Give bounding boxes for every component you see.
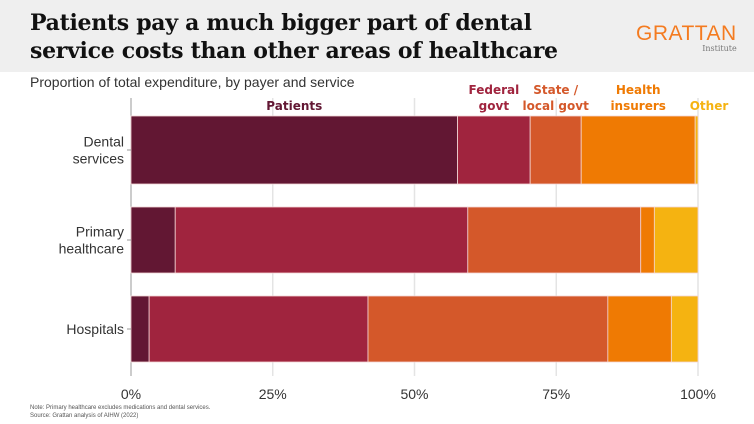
logo-subtext: Institute (702, 44, 737, 53)
legend-label: insurers (610, 99, 665, 113)
bar-segment (607, 295, 672, 363)
bar-segment (670, 295, 699, 363)
logo-text: GRATTAN (636, 22, 737, 45)
legend-label: Federal (469, 83, 520, 97)
x-tick-label: 25% (259, 386, 287, 402)
legend-label: Patients (266, 99, 322, 113)
bar-segment (694, 115, 699, 185)
category-label: Dental (84, 134, 124, 150)
bar-segment (529, 115, 582, 185)
chart-title: Patients pay a much bigger part of denta… (30, 10, 558, 64)
bar-segment (457, 115, 531, 185)
grattan-logo: GRATTAN Institute (636, 22, 737, 54)
bar-segment (174, 206, 469, 274)
x-tick-label: 0% (121, 386, 141, 402)
bar-segment (367, 295, 609, 363)
legend-label: govt (479, 99, 510, 113)
chart-subtitle: Proportion of total expenditure, by paye… (30, 74, 355, 90)
bar-segment (130, 295, 150, 363)
category-label: Primary (76, 224, 124, 240)
x-tick-label: 75% (542, 386, 570, 402)
x-tick-label: 50% (400, 386, 428, 402)
legend-label: Health (616, 83, 661, 97)
bar-segment (653, 206, 699, 274)
bar-segment (640, 206, 655, 274)
chart-notes: Note: Primary healthcare excludes medica… (30, 404, 210, 420)
header-band: Patients pay a much bigger part of denta… (0, 0, 754, 72)
bar-segment (148, 295, 369, 363)
bar-segment (580, 115, 696, 185)
bar-segment (130, 115, 458, 185)
note-text: Note: Primary healthcare excludes medica… (30, 405, 211, 411)
category-label: Hospitals (66, 321, 124, 337)
source-text: Source: Grattan analysis of AIHW (2022) (30, 413, 139, 419)
legend-label: State / (533, 83, 579, 97)
bar-segment (467, 206, 642, 274)
legend-label: local govt (523, 99, 590, 113)
category-label: healthcare (59, 241, 125, 257)
bar-segment (130, 206, 176, 274)
legend-label: Other (690, 99, 729, 113)
x-tick-label: 100% (680, 386, 716, 402)
category-label: services (73, 151, 124, 167)
